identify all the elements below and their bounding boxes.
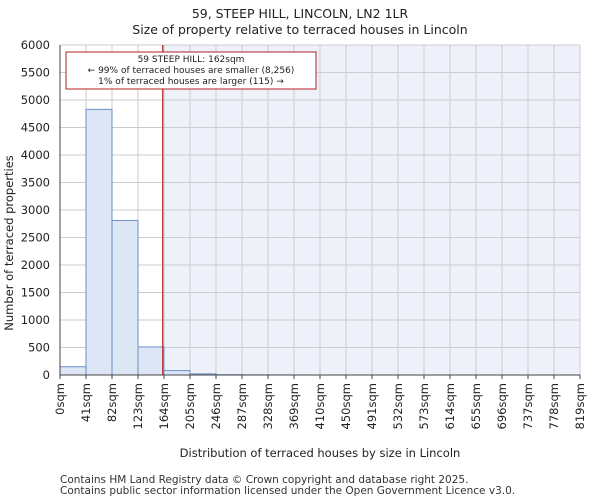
- footer-copyright: Contains HM Land Registry data © Crown c…: [60, 474, 469, 486]
- x-tick-label: 82sqm: [105, 383, 119, 422]
- histogram-bar: [85, 108, 113, 376]
- y-axis-label: Number of terraced properties: [2, 155, 16, 331]
- x-tick-label: 328sqm: [261, 383, 275, 429]
- x-tick-label: 246sqm: [209, 383, 223, 429]
- x-tick-label: 614sqm: [443, 383, 457, 429]
- x-axis-label: Distribution of terraced houses by size …: [180, 446, 461, 460]
- annotation-line-2: ← 99% of terraced houses are smaller (8,…: [88, 66, 295, 76]
- x-tick-label: 287sqm: [235, 383, 249, 429]
- y-tick-label: 4000: [21, 148, 50, 162]
- y-tick-label: 3000: [21, 203, 50, 217]
- x-tick-label: 450sqm: [339, 383, 353, 429]
- x-tick-label: 532sqm: [391, 383, 405, 429]
- x-tick-label: 369sqm: [287, 383, 301, 429]
- chart-title: 59, STEEP HILL, LINCOLN, LN2 1LR: [191, 6, 409, 21]
- x-tick-label: 819sqm: [573, 383, 587, 429]
- x-tick-label: 205sqm: [183, 383, 197, 429]
- footer-licence: Contains public sector information licen…: [60, 485, 516, 497]
- y-tick-label: 6000: [21, 38, 50, 52]
- y-tick-label: 500: [28, 341, 50, 355]
- x-tick-label: 123sqm: [131, 383, 145, 429]
- y-tick-label: 2000: [21, 258, 50, 272]
- y-tick-label: 3500: [21, 176, 50, 190]
- x-tick-label: 696sqm: [495, 383, 509, 429]
- chart-subtitle: Size of property relative to terraced ho…: [132, 22, 468, 37]
- y-tick-label: 0: [43, 368, 50, 382]
- y-tick-label: 2500: [21, 231, 50, 245]
- y-tick-label: 1000: [21, 313, 50, 327]
- x-tick-label: 410sqm: [313, 383, 327, 429]
- histogram-bar: [111, 219, 139, 376]
- annotation-line-3: 1% of terraced houses are larger (115) →: [98, 77, 284, 87]
- y-tick-label: 5500: [21, 66, 50, 80]
- histogram-chart: 0 500 1000 1500 2000 2500 3000 3500 4000 4500 5000…: [2, 38, 587, 460]
- annotation-box: [65, 51, 317, 90]
- x-tick-label: 655sqm: [469, 383, 483, 429]
- x-tick-label: 41sqm: [79, 383, 93, 422]
- histogram-bar: [163, 370, 191, 376]
- x-tick-label: 491sqm: [365, 383, 379, 429]
- x-tick-label: 573sqm: [417, 383, 431, 429]
- histogram-bar: [59, 366, 87, 376]
- x-tick-label: 737sqm: [521, 383, 535, 429]
- y-tick-label: 5000: [21, 93, 50, 107]
- y-tick-label: 1500: [21, 286, 50, 300]
- histogram-bar: [137, 346, 165, 376]
- y-tick-label: 4500: [21, 121, 50, 135]
- annotation-line-1: 59 STEEP HILL: 162sqm: [138, 55, 245, 65]
- x-tick-label: 778sqm: [547, 383, 561, 429]
- x-tick-label: 0sqm: [53, 383, 67, 415]
- x-tick-label: 164sqm: [157, 383, 171, 429]
